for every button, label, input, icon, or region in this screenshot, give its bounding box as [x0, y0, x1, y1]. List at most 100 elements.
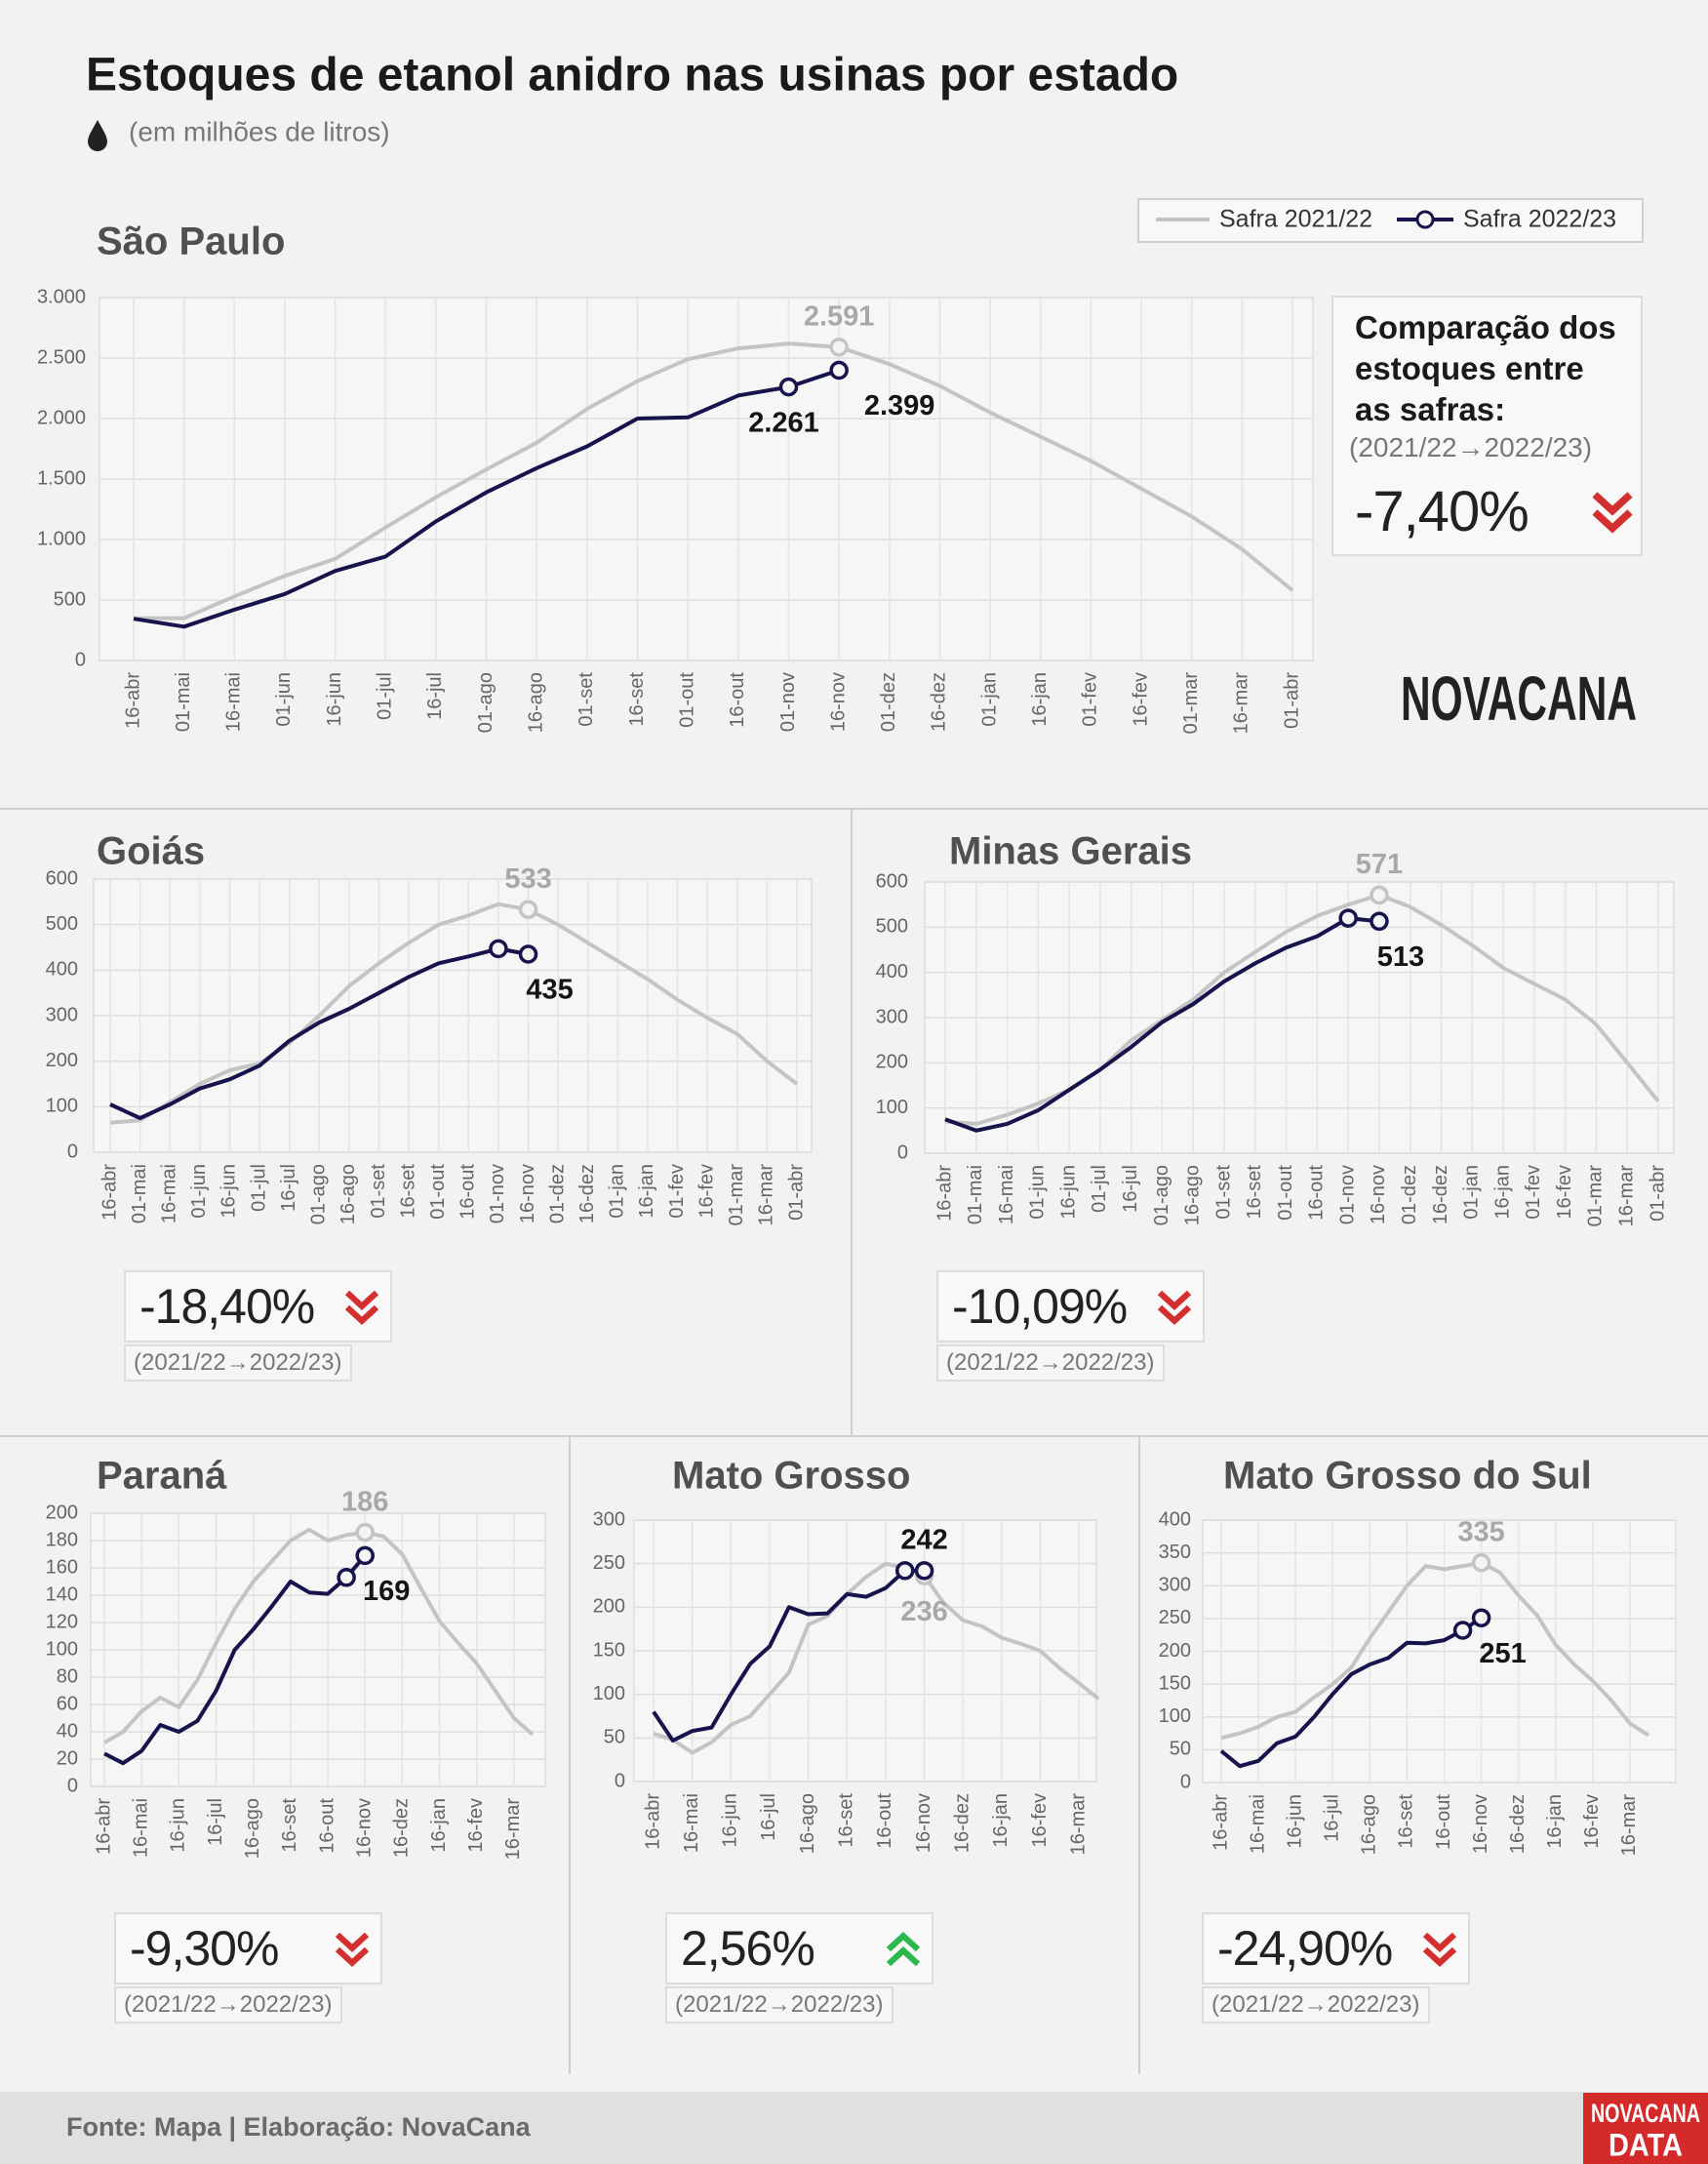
x-tick-label: 01-nov [487, 1164, 508, 1223]
x-tick-label: 16-ago [525, 672, 546, 733]
x-tick-label: 16-ago [242, 1798, 263, 1859]
y-tick-label: 200 [593, 1596, 625, 1618]
y-tick-label: 0 [75, 649, 86, 670]
comparison-period: (2021/22→2022/23) [1202, 1986, 1430, 2024]
x-tick-label: 16-set [1244, 1165, 1265, 1220]
data-label: 236 [900, 1596, 947, 1627]
x-tick-label: 01-ago [475, 672, 497, 733]
y-tick-label: 160 [46, 1556, 78, 1578]
x-tick-label: 01-fev [666, 1164, 688, 1219]
chart-title: Goiás [97, 830, 205, 873]
x-tick-label: 16-fev [1554, 1165, 1575, 1220]
y-tick-label: 50 [604, 1727, 625, 1748]
x-tick-label: 01-mai [129, 1164, 150, 1223]
y-tick-label: 2.000 [37, 407, 86, 428]
x-tick-label: 16-set [1396, 1794, 1417, 1849]
y-tick-label: 300 [46, 1004, 78, 1025]
x-tick-label: 16-mai [223, 672, 245, 732]
x-tick-label: 16-mai [681, 1793, 702, 1853]
x-tick-label: 16-jul [278, 1164, 299, 1212]
x-tick-label: 16-out [1306, 1165, 1328, 1221]
chart-title: Minas Gerais [949, 830, 1192, 873]
change-arrow [335, 1932, 370, 1967]
x-tick-label: 16-nov [1470, 1794, 1491, 1854]
x-tick-label: 01-out [427, 1164, 449, 1220]
y-tick-label: 0 [1180, 1771, 1191, 1792]
point-marker [778, 377, 799, 397]
x-tick-label: 01-set [576, 672, 597, 727]
x-tick-label: 16-ago [797, 1793, 818, 1854]
x-tick-label: 16-jun [218, 1164, 240, 1219]
y-tick-label: 200 [876, 1052, 908, 1073]
change-box: -24,90% [1202, 1912, 1470, 1984]
y-tick-label: 140 [46, 1583, 78, 1605]
x-tick-label: 16-nov [827, 672, 849, 732]
arrow-chevrons [1592, 492, 1633, 534]
x-tick-label: 16-nov [517, 1164, 538, 1223]
y-tick-label: 1.000 [37, 528, 86, 549]
legend-label: Safra 2021/22 [1219, 206, 1372, 233]
data-label: 242 [900, 1524, 947, 1555]
point-marker [829, 360, 849, 381]
x-tick-label: 16-nov [1368, 1165, 1389, 1224]
data-label: 435 [526, 975, 573, 1006]
x-tick-label: 16-dez [951, 1793, 973, 1853]
change-box: -10,09% [936, 1270, 1205, 1342]
y-tick-label: 120 [46, 1611, 78, 1632]
x-tick-label: 16-jun [168, 1798, 189, 1853]
x-tick-label: 16-abr [93, 1798, 114, 1855]
point-marker [1370, 885, 1389, 905]
y-tick-label: 100 [593, 1683, 625, 1704]
arrow-chevrons [1422, 1932, 1457, 1967]
x-tick-label: 01-out [676, 672, 697, 728]
change-value: -9,30% [130, 1921, 279, 1976]
page-title: Estoques de etanol anidro nas usinas por… [86, 50, 1178, 101]
x-tick-label: 01-nov [777, 672, 799, 732]
series-line [653, 1561, 1100, 1755]
x-tick-label: 01-mai [173, 672, 194, 732]
x-tick-label: 01-mai [965, 1165, 986, 1224]
x-tick-label: 16-jan [1029, 672, 1051, 727]
y-tick-label: 200 [46, 1502, 78, 1523]
x-tick-label: 01-set [368, 1164, 389, 1219]
change-box: 2,56% [665, 1912, 933, 1984]
x-tick-label: 16-fev [1130, 672, 1151, 727]
y-tick-label: 50 [1170, 1739, 1191, 1760]
x-tick-label: 01-abr [1647, 1165, 1668, 1222]
x-tick-label: 16-fev [465, 1798, 487, 1853]
x-tick-label: 01-jun [1027, 1165, 1049, 1220]
x-tick-label: 16-set [836, 1793, 857, 1848]
data-label: 533 [504, 863, 551, 895]
series-line [109, 946, 529, 1120]
x-tick-label: 16-jan [1491, 1165, 1513, 1220]
series-line [109, 902, 799, 1125]
x-tick-label: 16-out [316, 1798, 338, 1854]
change-arrow [344, 1290, 379, 1325]
x-tick-label: 16-abr [933, 1165, 955, 1222]
subtitle: (em milhões de litros) [129, 116, 390, 146]
x-tick-label: 16-mar [1067, 1793, 1089, 1856]
y-tick-label: 500 [46, 913, 78, 935]
y-tick-label: 400 [876, 961, 908, 982]
x-tick-label: 16-jul [424, 672, 446, 720]
x-tick-label: 16-jan [990, 1793, 1012, 1848]
x-tick-label: 16-fev [1029, 1793, 1051, 1848]
drop-icon [88, 120, 107, 151]
x-tick-label: 16-jan [428, 1798, 450, 1853]
x-tick-label: 01-fev [1523, 1165, 1544, 1220]
point-marker [1370, 911, 1389, 932]
source: Fonte: Mapa | Elaboração: NovaCana [66, 2112, 532, 2142]
data-label: 335 [1457, 1516, 1504, 1547]
x-tick-label: 16-mai [1247, 1794, 1268, 1854]
point-marker [337, 1568, 356, 1587]
y-tick-label: 3.000 [37, 286, 86, 307]
x-tick-label: 01-dez [1399, 1165, 1420, 1224]
y-tick-label: 100 [1159, 1705, 1191, 1727]
x-tick-label: 16-mar [1615, 1165, 1637, 1227]
point-marker [1338, 908, 1358, 928]
y-tick-label: 150 [593, 1639, 625, 1661]
change-arrow [1422, 1932, 1457, 1967]
change-value: 2,56% [681, 1921, 815, 1976]
y-tick-label: 0 [67, 1775, 78, 1796]
